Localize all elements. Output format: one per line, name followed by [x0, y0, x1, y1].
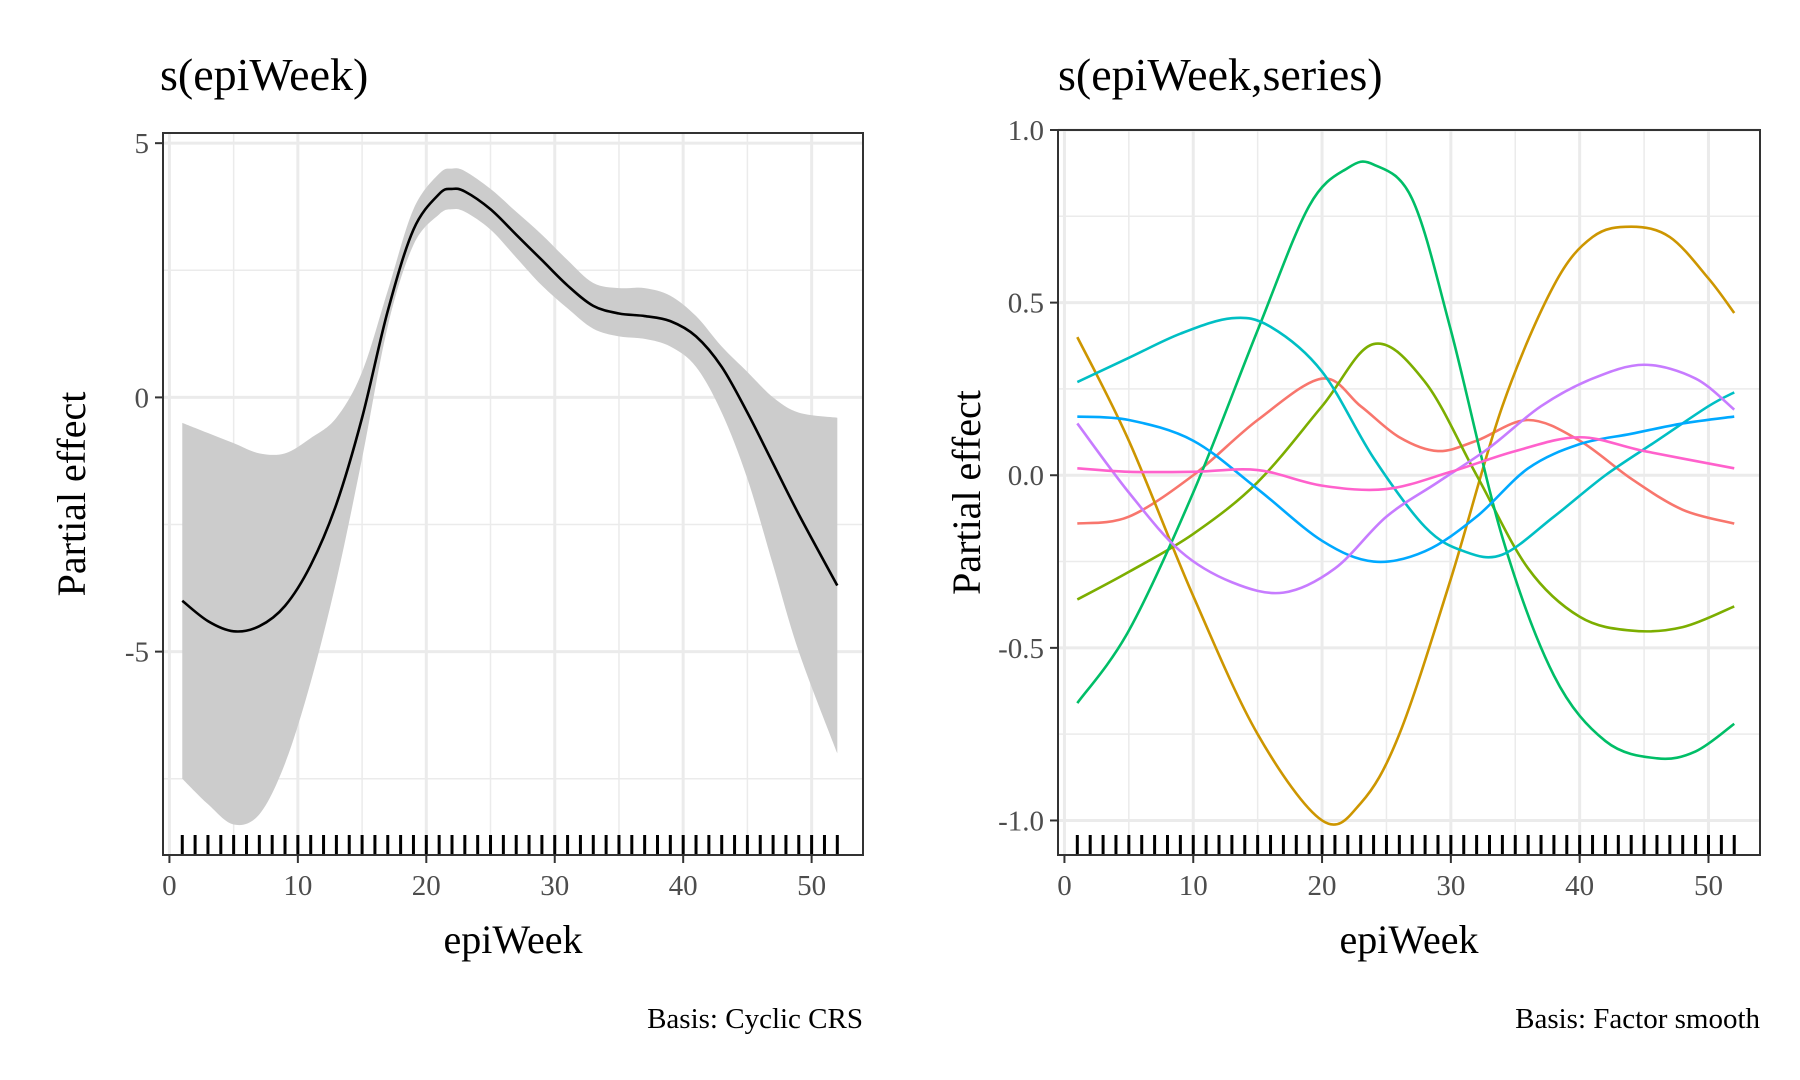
- x-axis-ticks: 0 10 20 30 40 50: [1057, 855, 1723, 902]
- x-tick-label: 40: [669, 870, 698, 902]
- x-tick-label: 40: [1565, 870, 1594, 902]
- ribbon-area: [182, 168, 838, 826]
- y-axis-label: Partial effect: [944, 390, 989, 595]
- x-tick-label: 10: [1179, 870, 1208, 902]
- x-tick-label: 0: [162, 870, 177, 902]
- rug-marks: [180, 835, 839, 855]
- x-tick-label: 30: [540, 870, 569, 902]
- x-tick-label: 50: [1694, 870, 1723, 902]
- series-line-6: [1076, 363, 1736, 595]
- chart-title: s(epiWeek,series): [1058, 49, 1383, 100]
- y-tick-label: -5: [125, 637, 149, 669]
- x-axis-ticks: 0 10 20 30 40 50: [162, 855, 826, 902]
- y-axis-ticks: -1.0 -0.5 0.0 0.5 1.0: [998, 115, 1058, 837]
- y-tick-label: 0: [135, 382, 150, 414]
- series-line-0: [181, 187, 839, 633]
- x-tick-label: 30: [1436, 870, 1465, 902]
- grid-major: [1058, 128, 1760, 855]
- chart-caption: Basis: Cyclic CRS: [647, 1003, 863, 1035]
- chart-caption: Basis: Factor smooth: [1515, 1003, 1760, 1035]
- y-tick-label: 0.0: [1008, 460, 1044, 492]
- y-tick-label: 1.0: [1008, 115, 1044, 147]
- series-line-2: [1076, 342, 1735, 633]
- x-tick-label: 10: [283, 870, 312, 902]
- series-line-7: [1077, 435, 1735, 492]
- grid-minor: [1058, 130, 1760, 855]
- x-tick-label: 20: [1308, 870, 1337, 902]
- y-axis-ticks: -5 0 5: [125, 128, 163, 669]
- y-tick-label: -0.5: [998, 633, 1044, 665]
- series-lines: [181, 187, 839, 633]
- x-tick-label: 0: [1057, 870, 1072, 902]
- y-tick-label: -1.0: [998, 805, 1044, 837]
- x-axis-label: epiWeek: [1340, 917, 1479, 962]
- rug-marks: [1075, 835, 1736, 855]
- series-line-5: [1077, 415, 1735, 564]
- series-line-4: [1076, 316, 1735, 559]
- chart-title: s(epiWeek): [160, 49, 368, 100]
- x-tick-label: 50: [797, 870, 826, 902]
- y-tick-label: 0.5: [1008, 288, 1044, 320]
- x-tick-label: 20: [412, 870, 441, 902]
- series-line-3: [1076, 160, 1736, 761]
- plot-frame: [162, 132, 864, 856]
- y-axis-label: Partial effect: [49, 392, 94, 597]
- y-tick-label: 5: [135, 128, 150, 160]
- plot-frame: [1057, 129, 1761, 856]
- series-line-1: [1076, 225, 1736, 826]
- series-lines: [1076, 160, 1736, 826]
- x-axis-label: epiWeek: [444, 917, 583, 962]
- chart-panel-smooth: s(epiWeek) 0 10 20 30 40 50 -5 0 5 epiWeek Part…: [49, 49, 864, 1035]
- chart-panel-factor-smooth: s(epiWeek,series) 0 10 20 30 40 50 -1.0 -0.5 0.…: [944, 49, 1761, 1035]
- confidence-ribbon: [182, 168, 838, 826]
